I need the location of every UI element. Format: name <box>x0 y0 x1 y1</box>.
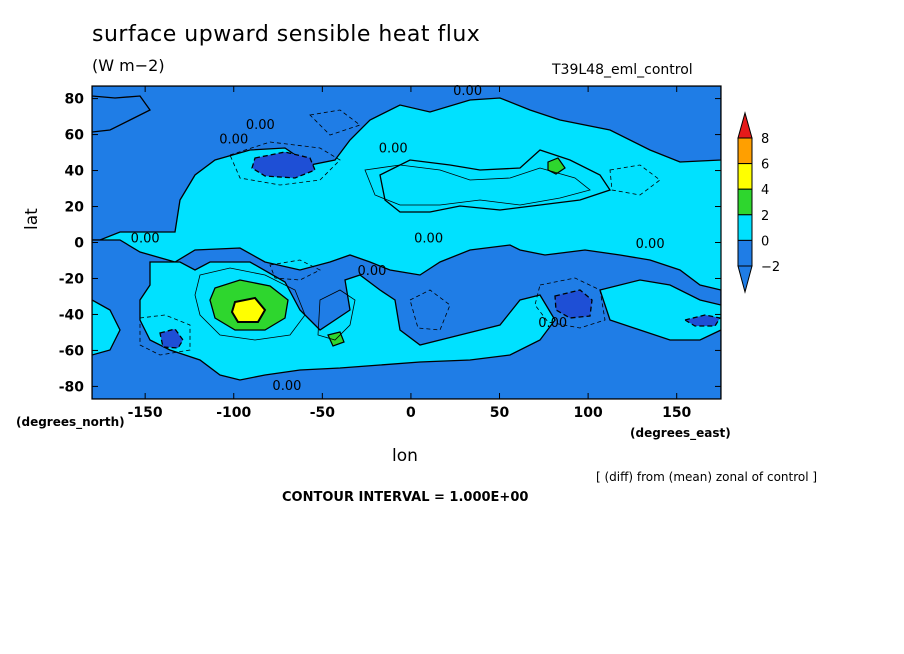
colorbar-label: 2 <box>761 209 769 224</box>
contour-label: 0.00 <box>636 237 665 252</box>
contour-interval: CONTOUR INTERVAL = 1.000E+00 <box>282 490 529 505</box>
x-tick-label: -50 <box>310 405 336 421</box>
colorbar-segment <box>737 188 753 216</box>
contour-label: 0.00 <box>357 264 386 279</box>
y-tick-label: 40 <box>65 164 85 180</box>
pos-region-south-2 <box>599 279 721 341</box>
x-tick-label: 0 <box>406 405 416 421</box>
max-region-4-ring <box>230 296 267 323</box>
contour-label: 0.00 <box>219 133 248 148</box>
colorbar-label: 8 <box>761 132 769 147</box>
contour-dashed-4 <box>139 314 191 356</box>
colorbar-label: 6 <box>761 158 769 173</box>
contour-label: 0.00 <box>272 379 301 394</box>
neg-region-west <box>92 95 151 133</box>
contour-thin-2 <box>194 267 306 341</box>
contour-label: 0.00 <box>453 84 482 99</box>
contour-thin-3 <box>317 289 356 341</box>
y-tick-label: 80 <box>65 92 85 108</box>
x-axis-units: (degrees_east) <box>630 426 731 440</box>
run-label: T39L48_eml_control <box>552 62 693 78</box>
x-tick-label: 150 <box>662 405 691 421</box>
colorbar-segment <box>737 239 753 267</box>
diff-note: [ (diff) from (mean) zonal of control ] <box>596 470 818 484</box>
contour-dashed-5 <box>609 164 661 196</box>
min-region-1 <box>251 151 316 179</box>
y-axis-units: (degrees_north) <box>16 415 125 429</box>
neg-region-north <box>92 86 721 241</box>
colorbar-label: 4 <box>761 183 769 198</box>
y-tick-label: 0 <box>74 236 84 252</box>
pos-region-south-3 <box>92 299 121 356</box>
chart-title: surface upward sensible heat flux <box>92 22 481 47</box>
y-tick-label: -60 <box>59 343 85 359</box>
contour-label: 0.00 <box>538 316 567 331</box>
contour-dashed-6 <box>409 289 451 331</box>
y-tick-label: -20 <box>59 271 85 287</box>
colorbar-label: 0 <box>761 234 769 249</box>
contour-dashed-7 <box>269 259 321 281</box>
min-region-3 <box>159 328 184 349</box>
contour-dashed-1 <box>229 141 341 186</box>
y-tick-label: 20 <box>65 200 85 216</box>
x-tick-label: 100 <box>573 405 602 421</box>
colorbar-segment <box>737 214 753 241</box>
x-tick-label: -150 <box>128 405 163 421</box>
colorbar-segment <box>737 163 753 190</box>
colorbar-segment <box>737 137 753 165</box>
y-tick-label: -80 <box>59 379 85 395</box>
colorbar-label: −2 <box>761 260 780 275</box>
colorbar-bottom-triangle <box>737 265 753 294</box>
min-region-4 <box>683 314 721 327</box>
contour-label: 0.00 <box>414 232 443 247</box>
contour-dashed-3 <box>534 277 606 329</box>
x-tick-label: -100 <box>216 405 251 421</box>
x-tick-label: 50 <box>490 405 510 421</box>
contour-label: 0.00 <box>131 232 160 247</box>
y-tick-label: 60 <box>65 128 85 144</box>
contour-label: 0.00 <box>246 118 275 133</box>
x-axis-label: lon <box>392 446 418 466</box>
y-tick-label: -40 <box>59 307 85 323</box>
max-region-ne <box>547 157 566 175</box>
min-region-2 <box>554 289 593 319</box>
colorbar-top-triangle <box>737 111 753 139</box>
chart-units: (W m−2) <box>92 56 165 75</box>
contour-thin-1 <box>364 164 591 206</box>
contour-label: 0.00 <box>379 142 408 157</box>
